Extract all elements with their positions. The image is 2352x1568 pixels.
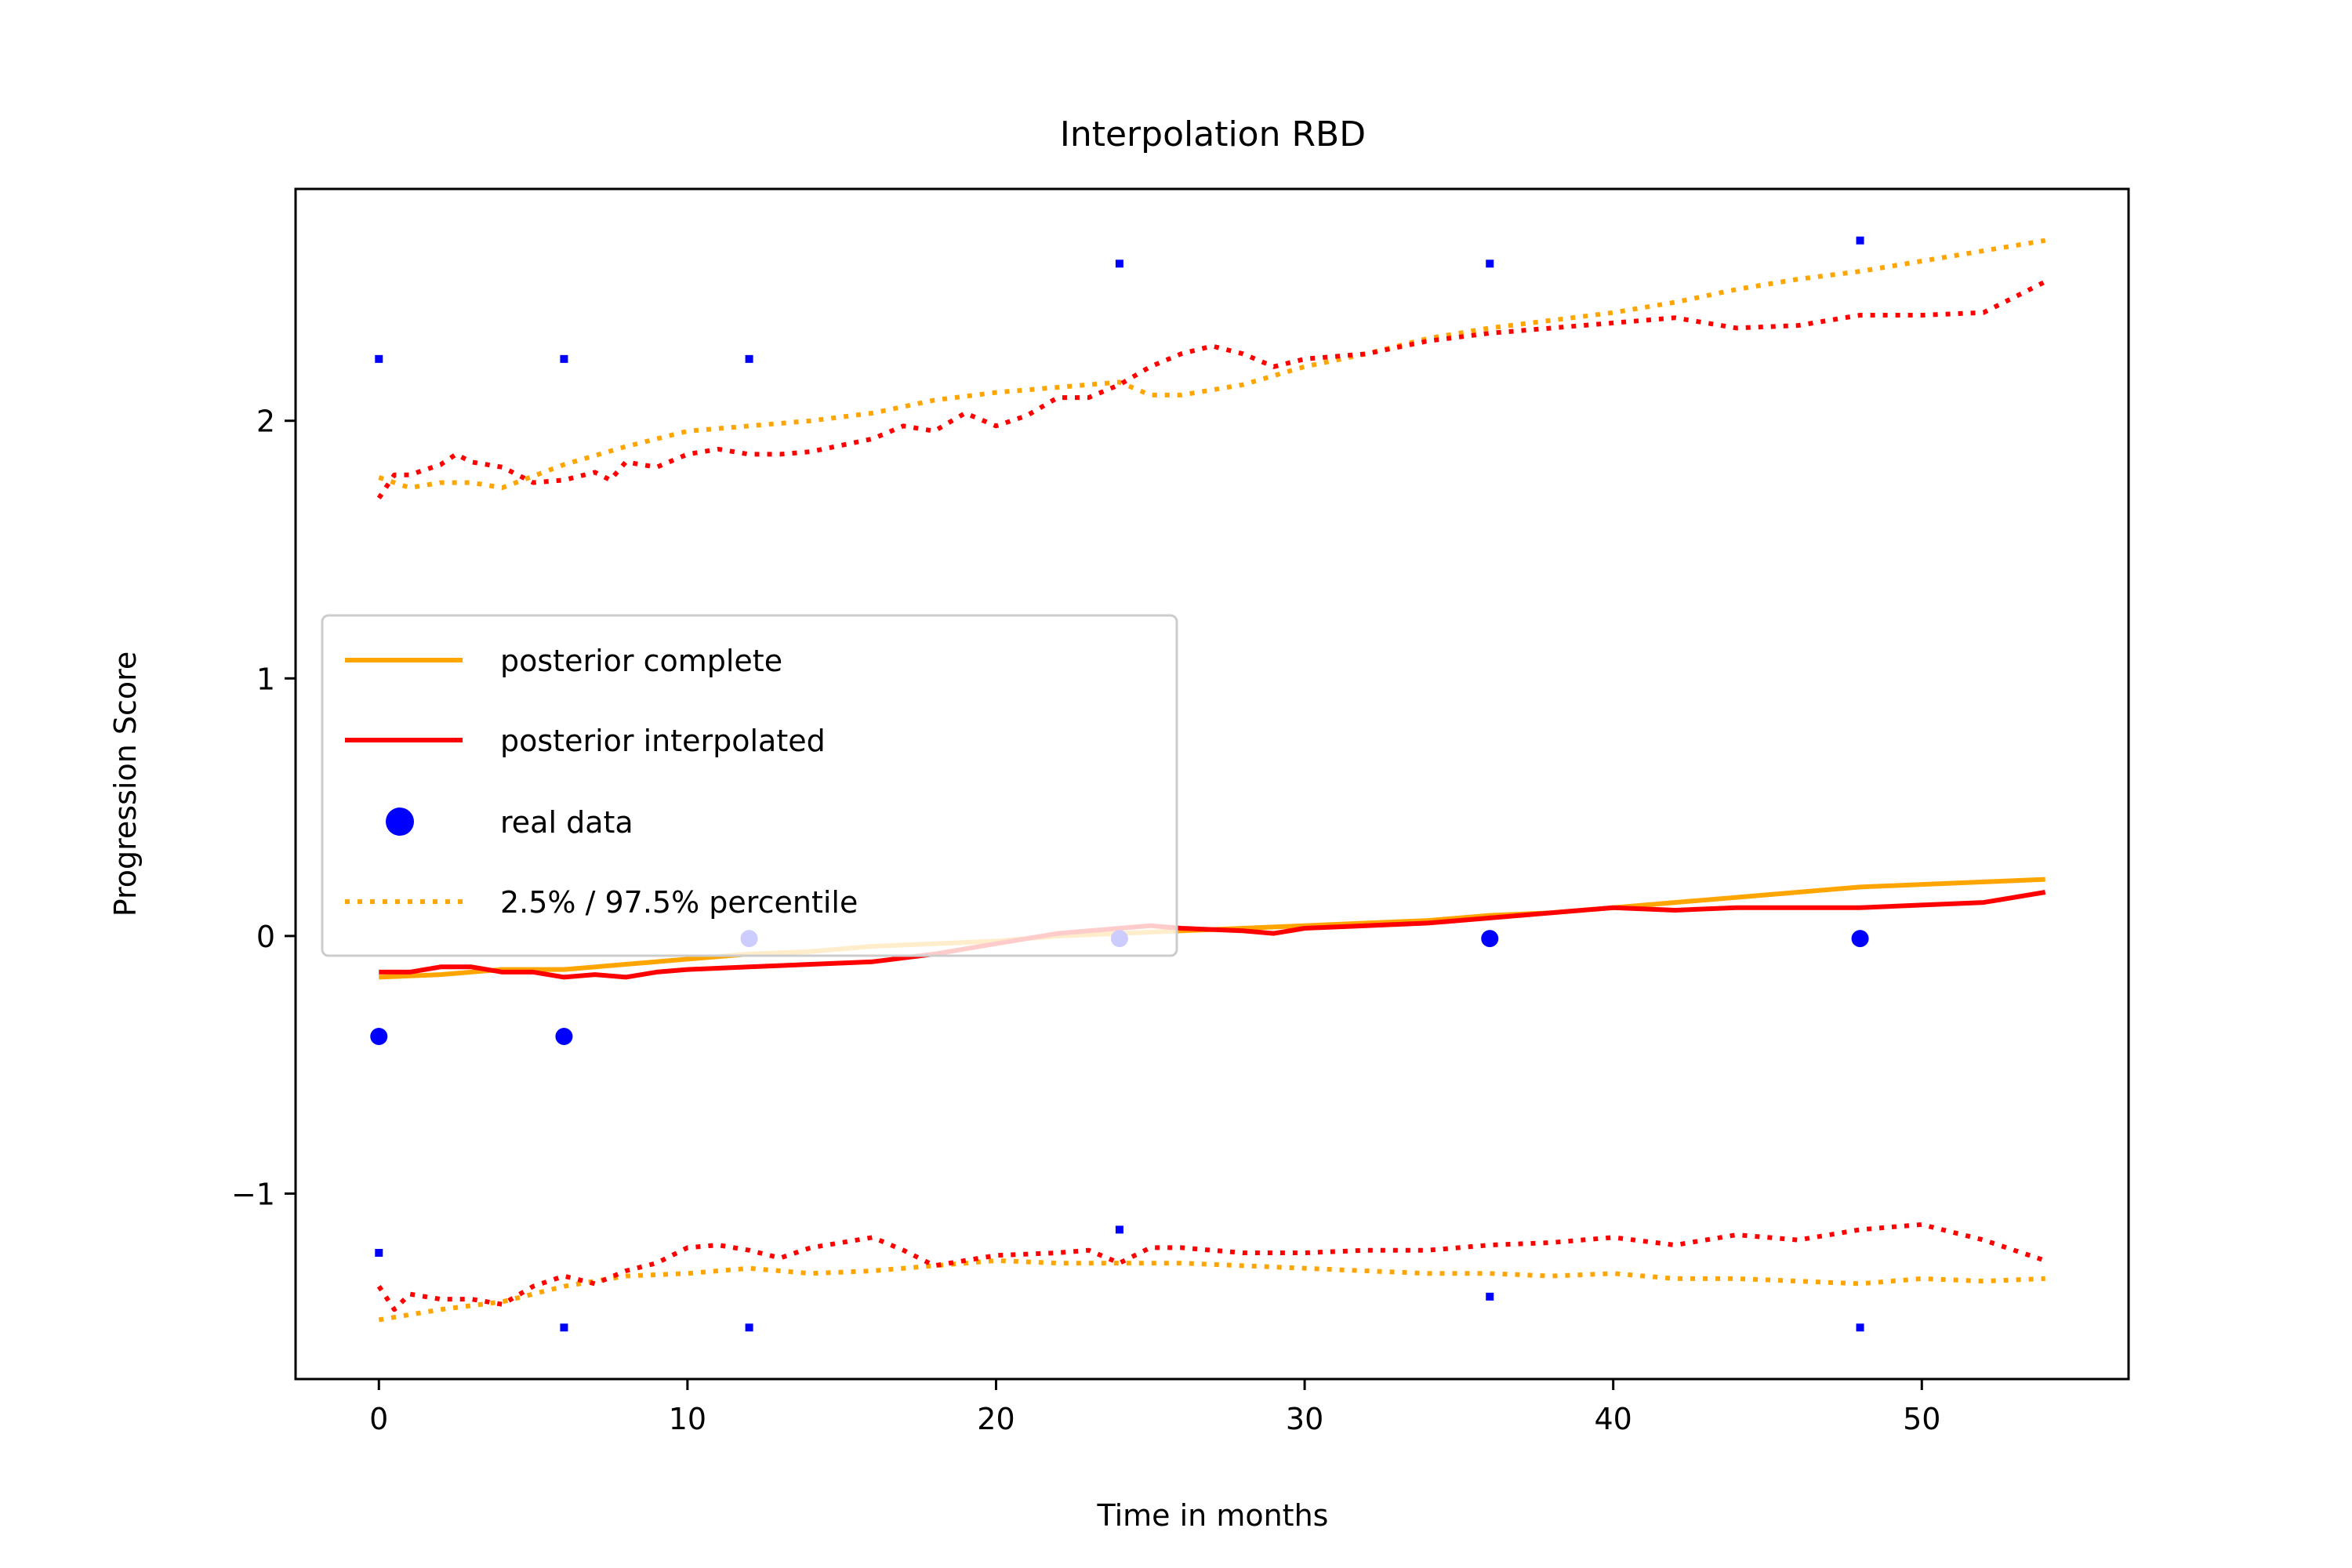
series-posterior-interpolated-97-5-percentile [376,279,2047,499]
series-posterior-interpolated-2-5-percentile [376,1221,2046,1312]
x-axis-ticks: 0 10 20 30 40 50 [369,1379,1940,1436]
x-tick-label: 30 [1286,1402,1323,1436]
real-data-bound-point [1115,1225,1123,1234]
real-data-bound-point [745,354,753,363]
x-tick-label: 20 [977,1402,1014,1436]
legend-label-posterior-complete: posterior complete [500,644,782,678]
y-tick-label: 1 [256,662,275,696]
axes-frame [294,187,2130,1381]
real-data-point [1481,930,1499,948]
chart-title: Interpolation RBD [1060,114,1366,154]
real-data-bound-point [1115,260,1123,268]
x-axis-label: Time in months [1097,1498,1329,1533]
real-data-point [370,1028,388,1045]
real-data-bound-point [560,354,568,363]
legend: posterior complete posterior interpolate… [321,614,1178,957]
y-tick-label: 2 [256,405,275,439]
real-data-bound-point [560,1323,568,1332]
real-data-bound-point [1856,1323,1864,1332]
x-tick-label: 40 [1595,1402,1632,1436]
legend-swatch-real-data [386,808,414,836]
real-data-bound-point [1486,260,1494,268]
series-posterior-complete-2-5-percentile [378,1258,2045,1323]
real-data-bound-point [745,1323,753,1332]
legend-label-percentile: 2.5% / 97.5% percentile [500,885,858,920]
y-axis-label: Progression Score [108,652,143,917]
real-data-bound-point [1856,236,1864,245]
series-posterior-complete-97-5-percentile [378,238,2046,491]
x-tick-label: 0 [369,1402,388,1436]
legend-box [321,614,1178,957]
y-tick-label: −1 [231,1177,275,1211]
real-data-point [1851,930,1869,948]
real-data-bound-point [375,354,383,363]
x-tick-label: 50 [1903,1402,1940,1436]
real-data-bound-point [375,1249,383,1257]
real-data-point [555,1028,573,1045]
legend-label-real-data: real data [500,805,633,840]
legend-label-posterior-interpolated: posterior interpolated [500,724,826,758]
x-tick-label: 10 [669,1402,706,1436]
y-axis-ticks: −1 0 1 2 [231,405,296,1211]
y-tick-label: 0 [256,920,275,954]
real-data-bound-point [1486,1292,1494,1301]
